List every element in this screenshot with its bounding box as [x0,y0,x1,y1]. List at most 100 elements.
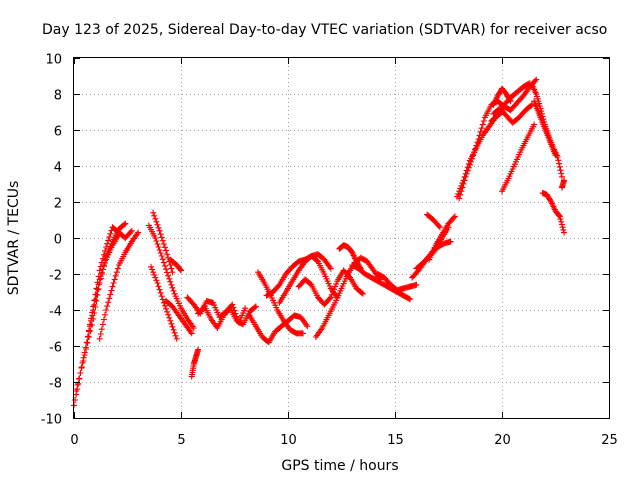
data-point-fill [525,80,532,87]
data-point [447,238,454,245]
data-point-fill [177,266,184,273]
data-point [531,121,538,128]
data-point-fill [88,317,95,324]
data-point-fill [151,212,158,219]
data-point-fill [326,295,333,302]
x-tick-label: 0 [70,433,78,448]
data-point [96,276,103,283]
data-point-fill [251,304,258,311]
data-point-fill [466,161,473,168]
data-point-fill [168,281,175,288]
data-point-fill [231,307,238,314]
data-point [229,301,236,308]
data-point-fill [112,272,119,279]
data-point-fill [476,132,483,139]
data-point-fill [157,289,164,296]
data-point-fill [435,223,442,229]
data-point [451,213,458,220]
data-point-fill [460,181,467,187]
data-point-fill [95,281,102,288]
data-point-fill [470,152,477,159]
data-point [462,173,469,180]
x-tick-label: 20 [494,433,511,448]
data-point-fill [474,139,481,146]
data-point-fill [100,263,107,270]
data-point-fill [93,298,100,304]
data-point-fill [156,286,163,293]
data-point-fill [155,224,162,231]
data-point-fill [472,145,479,152]
data-point [178,267,184,274]
data-point-fill [167,278,174,285]
data-point-fill [72,397,79,403]
y-tick-label: 6 [54,125,62,140]
data-point-fill [156,247,163,253]
data-point [552,152,559,159]
data-point-fill [153,238,160,244]
y-tick-label: -4 [49,305,62,320]
data-point [190,325,197,331]
data-point [156,227,163,234]
data-point [252,303,259,310]
data-point [173,335,180,342]
data-point-fill [78,364,85,370]
data-point-fill [333,280,340,287]
data-point-fill [164,269,171,276]
x-tick-label: 10 [280,433,297,448]
data-point-fill [75,380,82,387]
data-point [556,213,563,220]
data-point-fill [127,229,134,235]
y-axis-ticks: -10 -8 -6 -4 -2 0 2 4 6 8 10 [41,53,609,428]
data-point-fill [159,256,166,263]
data-point-fill [170,326,177,333]
data-point [475,136,482,142]
data-point-fill [329,289,336,295]
data-point-fill [457,191,464,198]
data-point [109,283,116,290]
data-point-fill [171,329,178,336]
data-point-fill [405,295,412,302]
data-point-fill [155,244,162,250]
data-point-fill [547,197,554,204]
data-point-fill [105,237,112,244]
data-point [242,305,249,312]
data-point-fill [105,299,112,306]
x-tick-label: 15 [387,433,404,448]
data-point [413,281,420,288]
data-point-fill [151,271,158,278]
data-point [158,253,165,259]
data-point-fill [157,231,164,238]
data-point-fill [461,177,468,184]
data-point-fill [97,331,104,337]
data-point-fill [161,262,168,269]
data-point-fill [358,289,365,296]
data-point-fill [458,188,465,195]
data-point [359,290,366,297]
data-point [83,339,90,346]
data-point-fill [166,275,173,282]
data-point-fill [477,128,484,135]
data-point-fill [478,125,485,132]
data-point-fill [153,218,160,225]
data-point-fill [560,226,567,233]
data-point-fill [158,293,165,300]
data-point-fill [97,273,104,280]
data-point-fill [154,241,161,247]
y-tick-label: 0 [54,233,62,248]
data-point-fill [471,149,478,156]
data-point-fill [168,265,175,272]
data-point [169,269,176,276]
data-point [81,352,88,358]
data-point-fill [165,311,172,318]
data-point [561,229,568,236]
data-point-fill [459,184,466,191]
data-point-fill [83,346,90,352]
data-point-fill [555,157,562,164]
data-point [195,346,202,353]
data-point [533,76,540,83]
data-point-fill [111,276,118,283]
data-point-fill [166,314,173,321]
data-point-fill [164,251,171,258]
data-points [71,76,568,409]
